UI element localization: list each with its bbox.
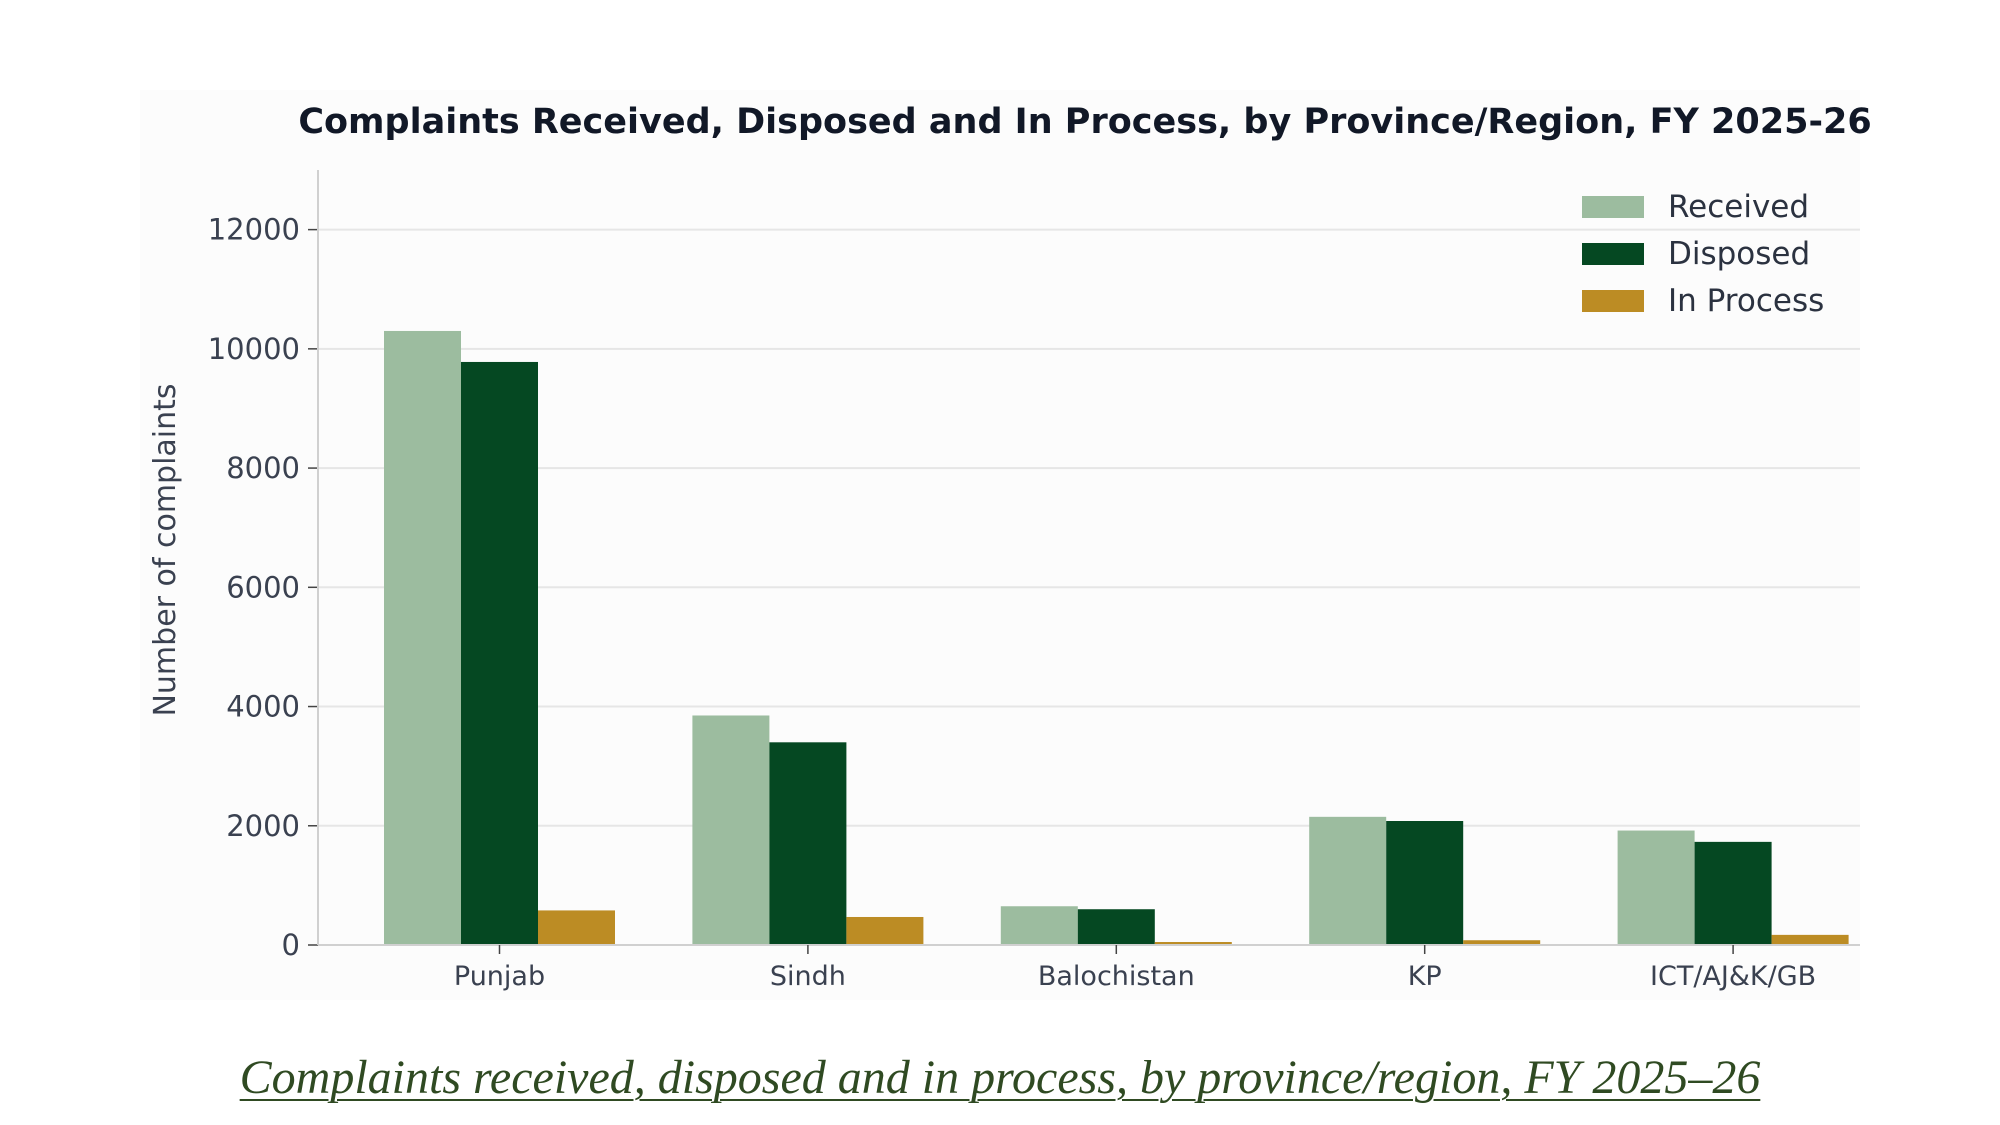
- legend-label: Disposed: [1668, 236, 1810, 272]
- bar-in-process: [1771, 934, 1849, 945]
- legend-swatch: [1582, 243, 1644, 265]
- y-tick-label: 0: [282, 928, 300, 962]
- bar-disposed: [1694, 841, 1772, 945]
- bar-in-process: [1154, 942, 1232, 945]
- bar-in-process: [846, 916, 924, 945]
- bar-in-process: [1463, 940, 1541, 945]
- bar-in-process: [538, 910, 615, 945]
- bar-disposed: [1386, 821, 1464, 945]
- bars: [384, 330, 1849, 945]
- bar-disposed: [461, 361, 538, 945]
- legend-swatch: [1582, 196, 1644, 218]
- legend-label: In Process: [1668, 283, 1824, 319]
- chart: Complaints Received, Disposed and In Pro…: [148, 102, 1872, 992]
- x-tick-label: Punjab: [454, 961, 545, 992]
- y-tick-label: 2000: [226, 809, 300, 843]
- bar-received: [384, 330, 461, 945]
- bar-disposed: [769, 742, 847, 945]
- x-tick-label: Sindh: [770, 961, 846, 992]
- bar-received: [692, 715, 770, 945]
- y-tick-label: 12000: [208, 213, 300, 247]
- y-tick-label: 8000: [226, 451, 300, 485]
- bar-received: [1000, 906, 1078, 945]
- legend-label: Received: [1668, 189, 1809, 225]
- x-tick-label: KP: [1408, 961, 1442, 992]
- y-tick-label: 4000: [226, 690, 300, 724]
- x-tick-label: ICT/AJ&K/GB: [1650, 961, 1816, 992]
- legend: Received Disposed In Process: [1582, 189, 1824, 319]
- gridlines: [318, 228, 1860, 827]
- x-tick-label: Balochistan: [1038, 961, 1195, 992]
- axes: 0 2000 4000 6000 8000 10000 12000 Punjab Sindh Ba…: [208, 170, 1860, 992]
- bar-disposed: [1077, 909, 1155, 945]
- figure-caption: Complaints received, disposed and in pro…: [239, 1051, 1761, 1104]
- chart-title: Complaints Received, Disposed and In Pro…: [298, 102, 1871, 142]
- bar-received: [1309, 816, 1387, 945]
- y-tick-label: 6000: [226, 570, 300, 604]
- y-axis-label: Number of complaints: [148, 383, 183, 716]
- y-tick-label: 10000: [208, 332, 300, 366]
- legend-swatch: [1582, 290, 1644, 312]
- chart-panel: Complaints Received, Disposed and In Pro…: [148, 102, 1872, 1104]
- bar-received: [1617, 830, 1695, 945]
